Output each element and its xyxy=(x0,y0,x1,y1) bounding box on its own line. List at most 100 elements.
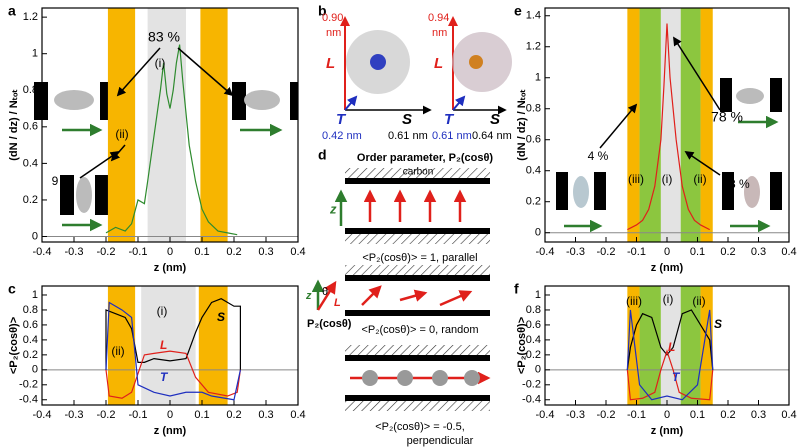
x-tick-label: -0.1 xyxy=(129,409,148,421)
y-tick-label: 0.8 xyxy=(526,103,541,115)
band xyxy=(639,286,661,405)
x-tick-label: 0.2 xyxy=(226,246,241,258)
y-tick-label: 0.6 xyxy=(526,134,541,146)
x-tick-label: -0.1 xyxy=(129,246,148,258)
x-tick-label: 0.3 xyxy=(751,409,766,421)
y-tick-label: 0.4 xyxy=(526,165,541,177)
band xyxy=(141,286,196,405)
x-tick-label: 0.3 xyxy=(751,246,766,258)
atom xyxy=(370,54,386,70)
case-label: <P₂(cosθ)> = 0, random xyxy=(361,324,478,336)
axis-arrow xyxy=(344,95,358,111)
wall xyxy=(345,228,490,234)
axis-name: z xyxy=(305,290,312,302)
annotation-arrow xyxy=(79,150,120,179)
dimension: 0.42 nm xyxy=(322,130,362,142)
panel-b: b 0.90 nm L T 0.42 nm S 0.61 nm 0.94 nm … xyxy=(318,3,512,142)
x-tick-label: -0.2 xyxy=(97,246,116,258)
wall-hatch xyxy=(345,345,490,355)
y-tick-label: 0.8 xyxy=(526,304,541,316)
x-tick-label: 0.3 xyxy=(258,246,273,258)
annotation-arrow xyxy=(673,36,721,111)
x-tick-label: 0.1 xyxy=(690,409,705,421)
x-tick-label: -0.3 xyxy=(566,246,585,258)
annotation: (ii) xyxy=(693,172,706,186)
dimension: 0.90 xyxy=(322,12,343,24)
annotation: (ii) xyxy=(692,294,705,308)
annotation: 78 % xyxy=(711,109,743,125)
panel-title: Order parameter, P₂(cosθ) xyxy=(357,152,493,164)
x-axis-label: z (nm) xyxy=(154,262,187,274)
axis-name: L xyxy=(334,297,341,309)
x-tick-label: -0.3 xyxy=(566,409,585,421)
y-tick-label: 0 xyxy=(32,230,38,242)
y-axis-label: <P₂(cosθ)> xyxy=(516,317,528,374)
y-tick-label: 0.6 xyxy=(23,319,38,331)
y-tick-label: -0.4 xyxy=(522,394,541,406)
dimension: nm xyxy=(326,27,341,39)
x-tick-label: -0.4 xyxy=(33,246,52,258)
axis-name: L xyxy=(326,55,335,72)
panel-label: e xyxy=(514,3,522,19)
y-tick-label: 1 xyxy=(32,289,38,301)
y-tick-label: 0 xyxy=(535,227,541,239)
molecule-arrows xyxy=(363,189,467,222)
x-tick-label: 0 xyxy=(664,409,670,421)
annotation: 18 % xyxy=(722,177,750,191)
annotation: (iii) xyxy=(626,294,642,308)
y-tick-label: 0 xyxy=(32,364,38,376)
x-axis-label: z (nm) xyxy=(651,425,684,437)
y-tick-label: 1.2 xyxy=(526,41,541,53)
data-line xyxy=(105,350,241,399)
annotation: 83 % xyxy=(148,29,180,45)
molecules xyxy=(362,370,480,386)
wall xyxy=(345,355,490,361)
wall xyxy=(345,178,490,184)
dimension: 0.64 nm xyxy=(472,130,512,142)
x-tick-label: -0.2 xyxy=(97,409,116,421)
wall-label: carbon xyxy=(403,167,434,178)
band xyxy=(627,8,640,242)
panel-d: d Order parameter, P₂(cosθ) carbon z <P₂… xyxy=(305,147,493,447)
annotation: 4 % xyxy=(588,149,609,163)
panel-label: a xyxy=(8,3,16,19)
x-tick-label: -0.2 xyxy=(597,246,616,258)
wall-hatch xyxy=(345,234,490,244)
axis-name: z xyxy=(329,201,337,216)
y-tick-label: 0.4 xyxy=(526,334,541,346)
y-tick-label: 0.2 xyxy=(23,349,38,361)
axis-name: L xyxy=(434,55,443,72)
x-tick-label: -0.1 xyxy=(627,409,646,421)
series-label: L xyxy=(668,340,675,354)
wall-hatch xyxy=(345,401,490,411)
annotation: (i) xyxy=(662,172,673,186)
x-axis-label: z (nm) xyxy=(154,425,187,437)
wall xyxy=(345,395,490,401)
band xyxy=(200,8,228,242)
data-line xyxy=(626,309,714,401)
x-tick-label: -0.2 xyxy=(597,409,616,421)
y-tick-label: 0.2 xyxy=(526,349,541,361)
data-line xyxy=(626,309,714,370)
band xyxy=(660,8,681,242)
x-tick-label: 0.4 xyxy=(290,409,305,421)
x-tick-label: -0.4 xyxy=(33,409,52,421)
insets xyxy=(34,78,782,233)
band xyxy=(198,286,228,405)
x-tick-label: 0 xyxy=(664,246,670,258)
panel-label: d xyxy=(318,147,327,163)
y-tick-label: 0.4 xyxy=(23,334,38,346)
data-line xyxy=(105,298,241,370)
annotation: (ii) xyxy=(111,344,124,358)
x-tick-label: 0.4 xyxy=(781,409,796,421)
panel-label: f xyxy=(514,281,519,297)
annotation: (i) xyxy=(155,56,166,70)
x-tick-label: 0.3 xyxy=(258,409,273,421)
y-tick-label: 0 xyxy=(535,364,541,376)
x-tick-label: 0.2 xyxy=(720,246,735,258)
annotation: (i) xyxy=(157,304,168,318)
y-tick-label: 1 xyxy=(32,48,38,60)
x-tick-label: 0.4 xyxy=(781,246,796,258)
y-tick-label: 0.6 xyxy=(23,121,38,133)
